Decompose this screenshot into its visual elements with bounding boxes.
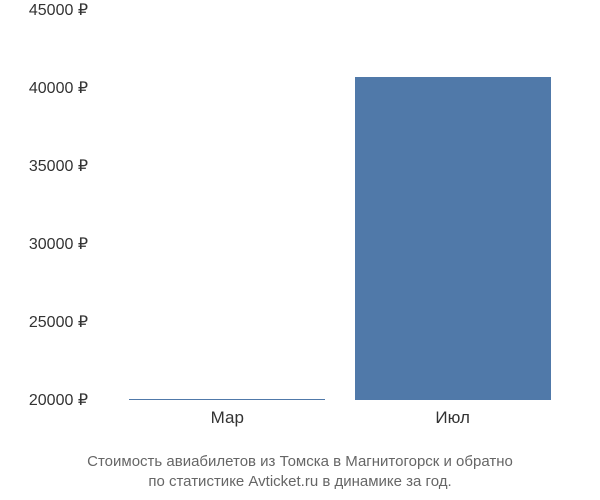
y-tick: 40000 ₽ [0, 78, 88, 98]
x-tick: Июл [435, 408, 470, 428]
bar [355, 77, 551, 400]
y-tick: 25000 ₽ [0, 312, 88, 332]
caption-line-2: по статистике Avticket.ru в динамике за … [0, 472, 600, 492]
y-tick: 20000 ₽ [0, 390, 88, 410]
y-tick: 35000 ₽ [0, 156, 88, 176]
bar [129, 399, 325, 400]
price-chart: 20000 ₽ 25000 ₽ 30000 ₽ 35000 ₽ 40000 ₽ 45000… [0, 0, 600, 440]
bars-container [95, 10, 585, 400]
chart-caption: Стоимость авиабилетов из Томска в Магнит… [0, 452, 600, 493]
caption-line-1: Стоимость авиабилетов из Томска в Магнит… [0, 452, 600, 472]
y-tick: 45000 ₽ [0, 0, 88, 20]
x-tick: Мар [211, 408, 244, 428]
y-tick: 30000 ₽ [0, 234, 88, 254]
